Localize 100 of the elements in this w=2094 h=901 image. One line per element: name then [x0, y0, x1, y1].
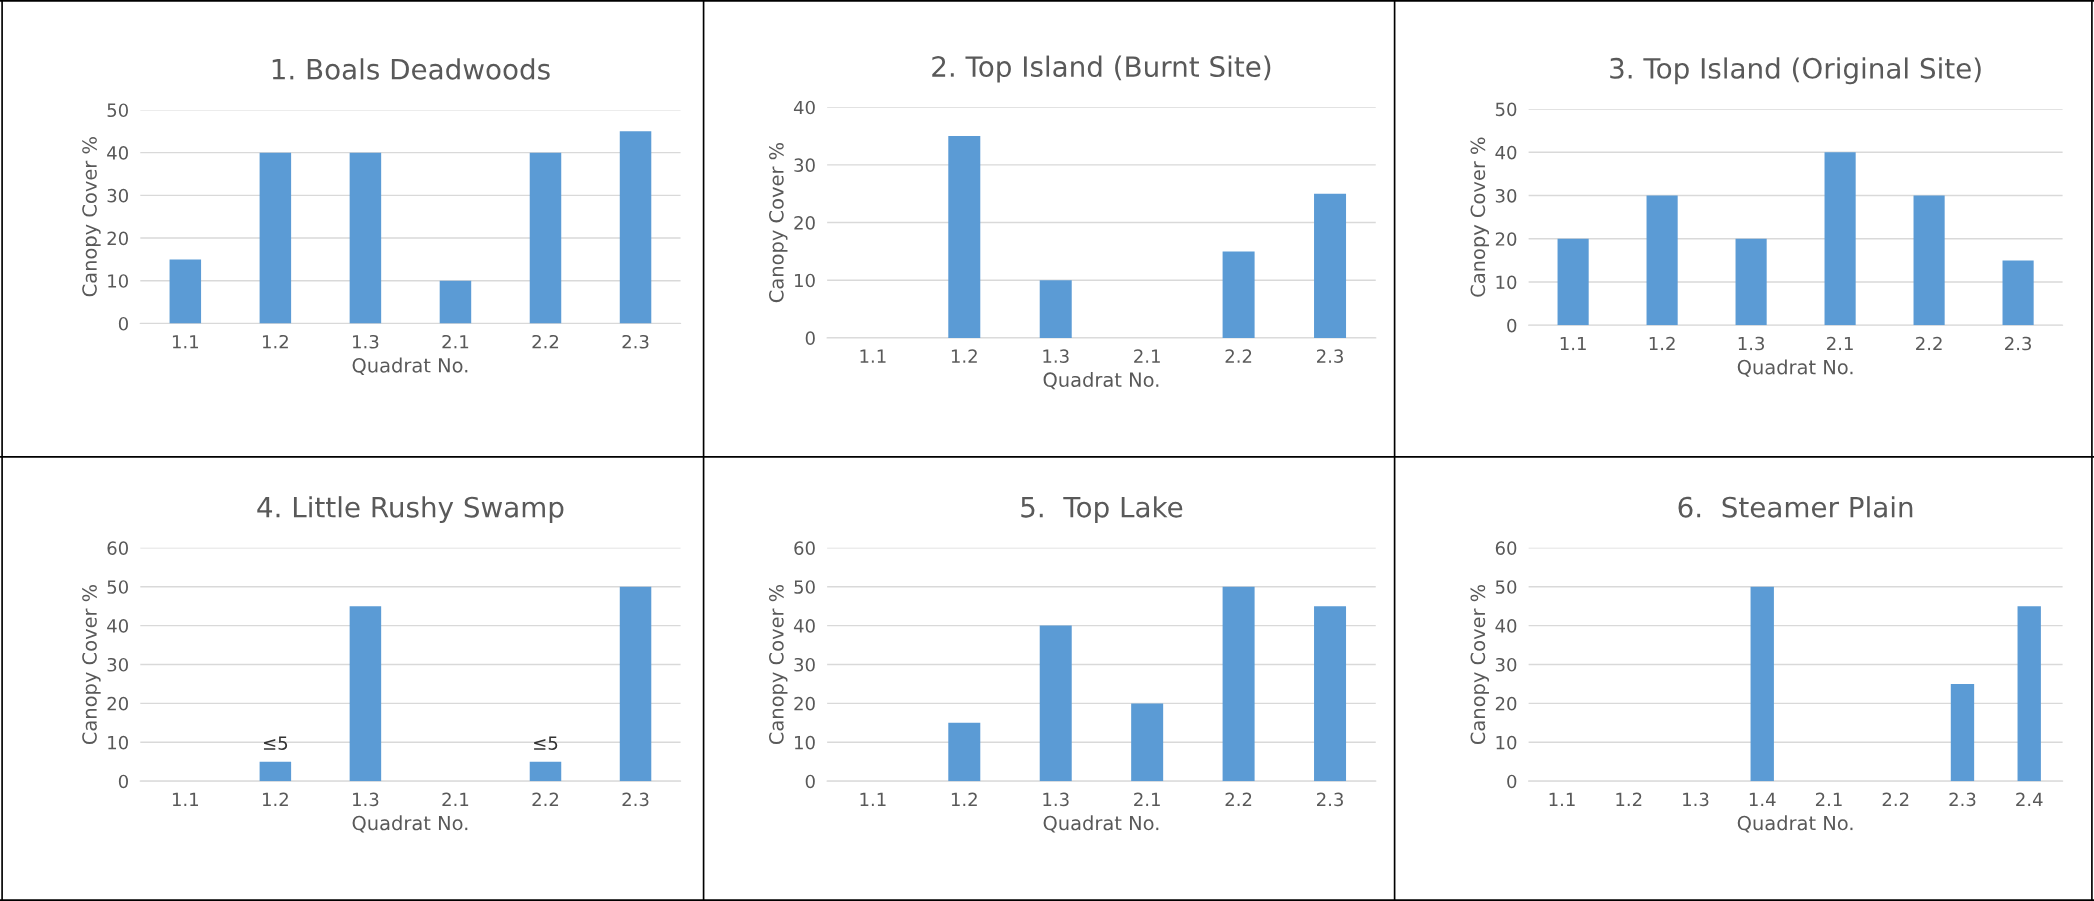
y-tick-label: 20: [1495, 696, 1517, 711]
bar: [1222, 586, 1255, 782]
chart-title: 4. Little Rushy Swamp: [257, 496, 564, 524]
x-tick-label: 1.1: [172, 792, 199, 806]
y-tick-label: 0: [805, 774, 815, 789]
x-tick-label: 1.3: [1043, 349, 1069, 363]
y-tick-label: 40: [1495, 619, 1517, 633]
x-tick-label: 1.3: [1043, 792, 1069, 807]
x-tick-label: 2.3: [622, 334, 649, 349]
y-tick-label: 40: [793, 619, 815, 633]
chart-title: 6. Steamer Plain: [1678, 496, 1913, 518]
x-tick-label: 1.3: [353, 792, 379, 807]
x-tick-label: 2.2: [1916, 336, 1942, 351]
y-tick-label: 50: [1495, 580, 1517, 594]
x-tick-label: 1.2: [951, 349, 977, 363]
bar: [1735, 238, 1767, 326]
y-tick-label: 50: [794, 580, 815, 594]
bar: [1557, 238, 1589, 326]
x-tick-label: 1.1: [860, 792, 886, 806]
x-tick-label: 1.3: [353, 334, 379, 349]
bar: [2002, 260, 2034, 326]
x-tick-label: 1.1: [1560, 336, 1586, 351]
x-tick-label: 2.3: [1949, 792, 1976, 807]
y-tick-label: 0: [1507, 774, 1517, 789]
y-tick-label: 40: [107, 146, 128, 160]
x-axis-title: Quadrat No.: [1043, 372, 1159, 390]
x-axis-title: Quadrat No.: [1737, 815, 1853, 833]
data-label: ≤5: [534, 736, 558, 750]
x-tick-label: 1.2: [951, 792, 977, 806]
x-tick-label: 2.3: [622, 792, 649, 807]
bar: [1039, 280, 1072, 338]
y-tick-label: 30: [1495, 188, 1517, 203]
x-tick-label: 1.2: [1649, 336, 1675, 351]
y-tick-label: 20: [107, 696, 128, 711]
x-tick-label: 1.1: [1549, 792, 1575, 806]
y-tick-label: 10: [795, 273, 815, 288]
y-tick-label: 50: [107, 103, 128, 118]
y-tick-label: 10: [795, 735, 815, 750]
bar: [259, 761, 292, 782]
y-tick-label: 0: [118, 316, 128, 331]
x-tick-label: 2.2: [532, 792, 559, 806]
y-tick-label: 60: [794, 541, 815, 555]
x-tick-label: 1.1: [860, 349, 886, 363]
bar: [169, 259, 202, 324]
y-tick-label: 40: [107, 619, 128, 633]
x-tick-label: 2.3: [1317, 349, 1343, 363]
x-axis-title: Quadrat No.: [352, 357, 468, 375]
bar: [619, 131, 652, 324]
x-tick-label: 2.2: [1225, 349, 1252, 363]
chart-title: 5. Top Lake: [1021, 496, 1183, 524]
bar: [529, 152, 562, 324]
y-tick-label: 30: [794, 657, 815, 672]
y-tick-label: 50: [107, 580, 128, 594]
bar: [1750, 586, 1774, 782]
x-axis-title: Quadrat No.: [352, 815, 468, 833]
bar: [1039, 625, 1072, 782]
x-tick-label: 1.2: [262, 334, 288, 349]
x-tick-label: 2.1: [1134, 792, 1160, 806]
x-tick-label: 2.2: [532, 334, 559, 349]
y-axis-title: Canopy Cover %: [82, 137, 101, 297]
y-tick-label: 10: [108, 735, 128, 750]
x-tick-label: 1.3: [1738, 336, 1765, 351]
y-axis-title: Canopy Cover %: [82, 584, 101, 745]
x-axis-title: Quadrat No.: [1043, 815, 1159, 833]
x-axis-title: Quadrat No.: [1737, 359, 1853, 377]
y-axis-title: Canopy Cover %: [1470, 584, 1489, 745]
bar: [259, 152, 292, 324]
y-tick-label: 40: [793, 100, 815, 115]
chart-title: 3. Top Island (Original Site): [1610, 57, 1981, 85]
y-tick-label: 0: [118, 774, 128, 789]
x-tick-label: 2.1: [1815, 792, 1842, 806]
bar: [1646, 195, 1678, 326]
bar: [948, 136, 981, 338]
bar: [529, 761, 562, 782]
y-tick-label: 60: [107, 541, 128, 555]
bar: [349, 606, 382, 782]
y-tick-label: 10: [1496, 275, 1517, 290]
bar: [349, 152, 382, 324]
chart-title: 1. Boals Deadwoods: [272, 58, 550, 80]
x-tick-label: 2.4: [2016, 792, 2043, 806]
y-tick-label: 30: [794, 158, 815, 172]
y-tick-label: 20: [107, 231, 128, 246]
x-tick-label: 1.3: [1683, 792, 1709, 807]
y-axis-title: Canopy Cover %: [1470, 137, 1489, 297]
y-tick-label: 30: [1495, 657, 1517, 672]
x-tick-label: 2.1: [1134, 349, 1160, 363]
y-tick-label: 30: [107, 657, 128, 672]
y-tick-label: 20: [794, 696, 815, 711]
y-axis-title: Canopy Cover %: [769, 142, 788, 303]
y-tick-label: 50: [1495, 102, 1517, 117]
bar: [439, 280, 472, 324]
y-tick-label: 30: [107, 188, 128, 203]
bar: [1314, 606, 1347, 782]
x-tick-label: 1.2: [262, 792, 288, 806]
chart-title: 2. Top Island (Burnt Site): [932, 55, 1271, 83]
x-tick-label: 2.1: [442, 334, 469, 349]
bar: [2017, 606, 2041, 782]
bar: [1131, 703, 1164, 782]
y-tick-label: 0: [805, 331, 815, 345]
bar: [1950, 683, 1975, 782]
